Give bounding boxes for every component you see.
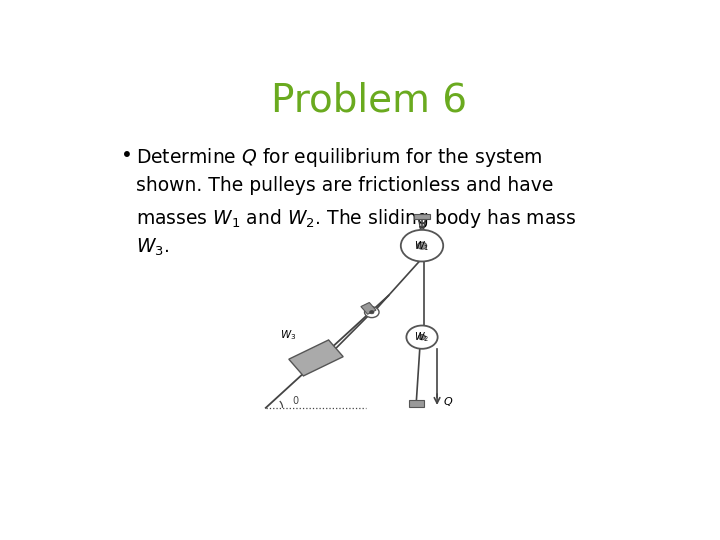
FancyBboxPatch shape [409,400,423,407]
Text: shown. The pulleys are frictionless and have: shown. The pulleys are frictionless and … [136,176,554,195]
Text: $W_3$.: $W_3$. [136,237,170,258]
Circle shape [369,310,374,314]
Circle shape [418,335,426,340]
Circle shape [418,242,427,249]
Text: Q: Q [444,396,453,407]
Circle shape [401,230,444,261]
Text: $W_1$: $W_1$ [415,239,430,253]
Text: Problem 6: Problem 6 [271,81,467,119]
Circle shape [364,307,379,318]
Text: Determine $Q$ for equilibrium for the system: Determine $Q$ for equilibrium for the sy… [136,146,543,169]
Polygon shape [289,340,343,376]
Text: masses $W_1$ and $W_2$. The sliding body has mass: masses $W_1$ and $W_2$. The sliding body… [136,207,577,229]
Text: $W_3$: $W_3$ [280,328,296,342]
Text: •: • [121,146,132,165]
Text: $W_2$: $W_2$ [415,330,430,344]
Text: 0: 0 [292,396,299,406]
Circle shape [406,326,438,349]
Polygon shape [361,302,376,314]
FancyBboxPatch shape [414,214,430,219]
